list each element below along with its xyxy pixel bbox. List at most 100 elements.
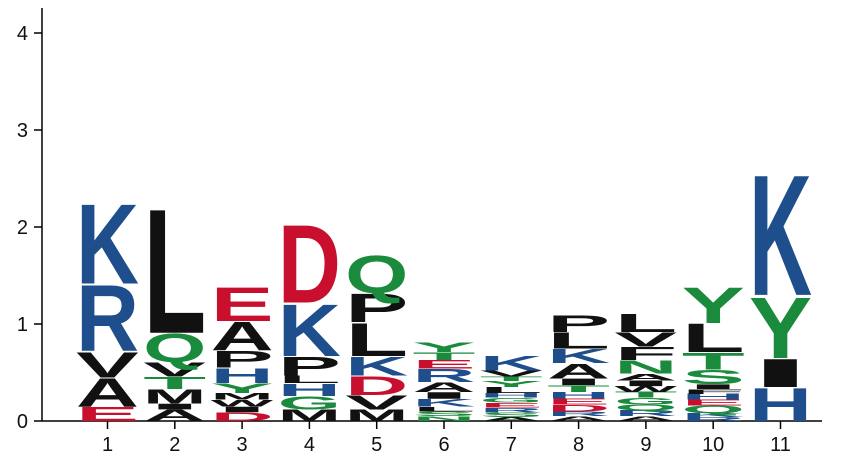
logo-letter-m: M [211, 391, 274, 402]
logo-letter-d: D [547, 403, 610, 413]
x-tick-label: 1 [102, 434, 113, 456]
logo-letter-k: K [682, 412, 746, 418]
y-tick-label: 3 [17, 120, 28, 142]
logo-letter-r: R [76, 267, 139, 372]
axes: 0 1 2 3 4 1 2 3 4 5 6 7 8 9 10 11 [17, 8, 822, 456]
logo-letter-v: V [76, 345, 139, 386]
logo-letter-y: Y [749, 280, 812, 377]
logo-letter-l: L [345, 313, 408, 366]
logo-letter-i: I [413, 390, 476, 401]
logo-letter-q: Q [682, 404, 745, 416]
logo-letter-i: I [682, 383, 745, 391]
logo-letter-k: K [480, 351, 543, 375]
x-tick-label: 8 [573, 434, 584, 456]
letter-stacks: EAVRKAIMTVQLDIWMYHPAEMGHLPKDMVDKLPQNSLKI… [76, 138, 812, 431]
y-tick-label: 0 [17, 411, 28, 433]
logo-letter-v: V [345, 391, 408, 414]
logo-letter-y: Y [682, 277, 745, 334]
logo-letter-e: E [682, 398, 745, 407]
logo-letter-l: L [682, 315, 745, 360]
x-tick-label: 7 [506, 434, 517, 456]
logo-letter-e: E [547, 397, 610, 406]
y-tick-label: 4 [17, 23, 28, 45]
logo-letter-h: H [682, 392, 745, 401]
x-tick-label: 2 [169, 434, 180, 456]
logo-letter-a: A [211, 314, 274, 359]
logo-letter-h: H [547, 390, 610, 400]
logo-letter-l: L [614, 309, 677, 338]
x-tick-label: 9 [640, 434, 651, 456]
logo-letter-l: L [278, 373, 341, 385]
logo-letter-k: K [749, 138, 812, 331]
logo-letter-a: A [143, 407, 206, 425]
logo-letter-s: S [682, 366, 745, 388]
logo-letter-r: R [614, 409, 677, 418]
logo-letter-g: G [480, 397, 543, 405]
logo-letter-h: H [211, 364, 274, 388]
logo-letter-t: T [480, 375, 543, 382]
logo-letter-w: W [211, 398, 274, 409]
logo-letter-f: F [682, 388, 745, 395]
logo-letter-i: I [749, 351, 812, 396]
logo-letter-s: S [480, 411, 543, 419]
x-tick-label: 4 [304, 434, 315, 456]
logo-letter-k: K [76, 180, 139, 308]
logo-letter-l: L [480, 386, 543, 395]
logo-letter-p: P [211, 346, 274, 373]
logo-letter-q: Q [143, 325, 206, 370]
logo-letter-i: I [547, 377, 610, 388]
logo-letter-e: E [413, 358, 476, 372]
logo-letter-w: W [614, 385, 677, 394]
logo-letter-g: G [614, 396, 677, 406]
x-tick-label: 10 [702, 434, 724, 456]
logo-letter-m: M [345, 407, 408, 425]
logo-letter-a: A [614, 415, 677, 423]
logo-letter-i: I [143, 402, 206, 411]
logo-letter-r: R [480, 406, 543, 414]
logo-letter-v: V [480, 369, 543, 378]
logo-letter-i: I [211, 405, 274, 414]
logo-letter-t: T [614, 391, 677, 400]
logo-letter-t: T [413, 350, 476, 362]
logo-letter-k: K [345, 351, 409, 381]
logo-letter-d: D [211, 410, 274, 423]
logo-letter-p: P [547, 310, 610, 337]
logo-letter-n: N [614, 357, 677, 378]
logo-letter-d: D [345, 371, 408, 401]
x-tick-label: 6 [438, 434, 449, 456]
logo-letter-y: Y [480, 380, 543, 389]
logo-letter-q: Q [345, 244, 408, 304]
logo-letter-a: A [76, 370, 139, 415]
logo-letter-y: Y [413, 340, 476, 355]
logo-letter-m: M [278, 407, 341, 425]
logo-letter-l: L [547, 327, 610, 353]
logo-letter-l: L [413, 405, 476, 412]
logo-letter-q: Q [614, 403, 677, 412]
logo-letter-m: M [143, 385, 206, 408]
logo-letter-t: T [547, 383, 610, 394]
logo-letter-h: H [278, 380, 341, 399]
logo-letter-v: V [614, 328, 677, 351]
y-tick-label: 2 [17, 217, 28, 239]
logo-letter-s: S [413, 410, 476, 418]
logo-letter-l: L [143, 171, 206, 370]
logo-letter-v: V [143, 358, 206, 381]
logo-letter-t: T [143, 373, 206, 393]
logo-letter-k: K [278, 290, 341, 372]
logo-letter-n: N [413, 415, 476, 423]
x-tick-label: 5 [371, 434, 382, 456]
logo-letter-t: T [682, 348, 745, 375]
logo-letter-y: Y [211, 381, 274, 396]
logo-letter-i: I [614, 379, 677, 388]
logo-letter-g: G [278, 393, 341, 414]
logo-letter-h: H [749, 379, 812, 431]
logo-letter-r: R [547, 410, 610, 418]
logo-letter-r: R [413, 365, 476, 386]
logo-letter-p: P [278, 351, 341, 381]
x-tick-label: 3 [237, 434, 248, 456]
logo-letter-e: E [480, 401, 543, 409]
y-tick-label: 1 [17, 314, 28, 336]
logo-letter-a: A [480, 416, 543, 422]
